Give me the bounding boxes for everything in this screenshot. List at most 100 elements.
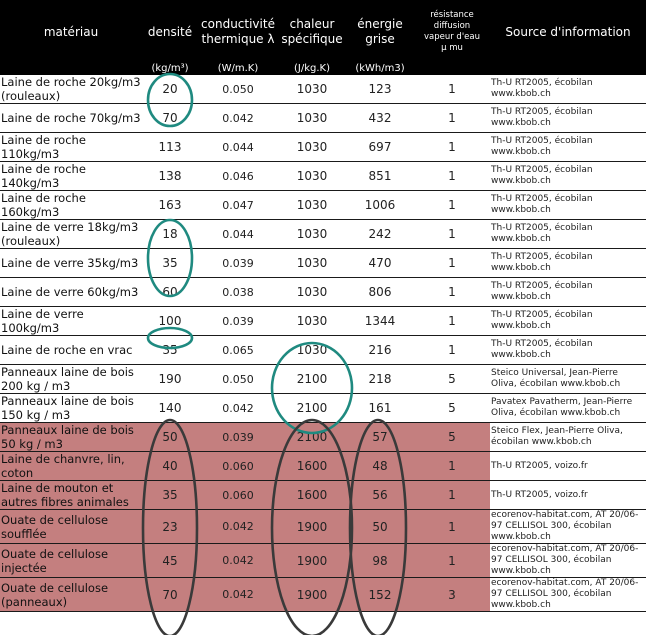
cell-materiau: Ouate de cellulose soufflée	[0, 509, 142, 544]
cell-materiau: Laine de chanvre, lin, coton	[0, 451, 142, 481]
cell-source: Pavatex Pavatherm, Jean-Pierre Oliva, éco…	[490, 393, 646, 423]
cell-conductivite: 0.039	[198, 306, 278, 336]
header-conductivite: conductivité thermique λ	[198, 0, 278, 64]
cell-densite: 50	[142, 422, 198, 452]
cell-densite: 18	[142, 219, 198, 249]
table-row: Laine de roche 110kg/m3 113 0.044 1030 697 1 Th…	[0, 132, 646, 162]
cell-energie: 697	[346, 132, 414, 162]
cell-resistance: 1	[414, 543, 490, 578]
table-row: Ouate de cellulose soufflée 23 0.042 1900 50 1…	[0, 509, 646, 544]
cell-chaleur: 1600	[278, 451, 346, 481]
table-row: Ouate de cellulose injectée 45 0.042 1900 98 1…	[0, 543, 646, 578]
cell-densite: 100	[142, 306, 198, 336]
cell-chaleur: 1030	[278, 103, 346, 133]
cell-chaleur: 1600	[278, 480, 346, 510]
table-row: Panneaux laine de bois 50 kg / m3 50 0.039 2…	[0, 422, 646, 452]
header-source: Source d'information	[490, 0, 646, 64]
table-row: Laine de roche 20kg/m3 (rouleaux) 20 0.050 1…	[0, 75, 646, 104]
cell-chaleur: 1030	[278, 161, 346, 191]
cell-energie: 161	[346, 393, 414, 423]
cell-conductivite: 0.044	[198, 219, 278, 249]
cell-materiau: Ouate de cellulose injectée	[0, 543, 142, 578]
cell-materiau: Laine de verre 18kg/m3 (rouleaux)	[0, 219, 142, 249]
cell-resistance: 1	[414, 75, 490, 104]
cell-chaleur: 1030	[278, 277, 346, 307]
cell-materiau: Laine de mouton et autres fibres animales	[0, 480, 142, 510]
cell-densite: 23	[142, 509, 198, 544]
cell-source: Th-U RT2005, écobilan www.kbob.ch	[490, 219, 646, 249]
table-row: Laine de verre 35kg/m3 35 0.039 1030 470 1 Th-…	[0, 248, 646, 278]
cell-materiau: Laine de roche 140kg/m3	[0, 161, 142, 191]
cell-chaleur: 1900	[278, 509, 346, 544]
cell-densite: 45	[142, 543, 198, 578]
header-row: matériau densité conductivité thermique λ…	[0, 0, 646, 64]
cell-energie: 123	[346, 75, 414, 104]
table-row: Laine de roche 70kg/m3 70 0.042 1030 432 1 Th-…	[0, 103, 646, 133]
header-densite: densité	[142, 0, 198, 64]
cell-conductivite: 0.042	[198, 393, 278, 423]
table-row: Laine de verre 18kg/m3 (rouleaux) 18 0.044 1…	[0, 219, 646, 249]
cell-conductivite: 0.039	[198, 248, 278, 278]
cell-energie: 1344	[346, 306, 414, 336]
cell-materiau: Panneaux laine de bois 150 kg / m3	[0, 393, 142, 423]
cell-densite: 113	[142, 132, 198, 162]
header-resistance: résistance diffusion vapeur d'eau µ mu	[414, 0, 490, 64]
cell-chaleur: 2100	[278, 422, 346, 452]
cell-resistance: 1	[414, 248, 490, 278]
cell-resistance: 1	[414, 132, 490, 162]
cell-densite: 35	[142, 248, 198, 278]
cell-source: ecorenov-habitat.com, AT 20/06- 97 CELLIS…	[490, 543, 646, 578]
cell-conductivite: 0.044	[198, 132, 278, 162]
table-body: Laine de roche 20kg/m3 (rouleaux) 20 0.050 1…	[0, 75, 646, 612]
cell-energie: 48	[346, 451, 414, 481]
cell-conductivite: 0.039	[198, 422, 278, 452]
cell-materiau: Laine de roche 110kg/m3	[0, 132, 142, 162]
header-energie: énergie grise	[346, 0, 414, 64]
insulation-materials-table: matériau densité conductivité thermique λ…	[0, 0, 646, 612]
cell-energie: 56	[346, 480, 414, 510]
table-row: Laine de roche 160kg/m3 163 0.047 1030 1006 1 T…	[0, 190, 646, 220]
unit-energie: (kWh/m3)	[346, 64, 414, 75]
cell-chaleur: 1900	[278, 577, 346, 612]
cell-source: Th-U RT2005, écobilan www.kbob.ch	[490, 190, 646, 220]
cell-conductivite: 0.042	[198, 509, 278, 544]
unit-conductivite: (W/m.K)	[198, 64, 278, 75]
cell-energie: 57	[346, 422, 414, 452]
table-row: Laine de chanvre, lin, coton 40 0.060 1600 48…	[0, 451, 646, 481]
cell-resistance: 1	[414, 103, 490, 133]
unit-chaleur: (J/kg.K)	[278, 64, 346, 75]
cell-materiau: Panneaux laine de bois 200 kg / m3	[0, 364, 142, 394]
cell-energie: 242	[346, 219, 414, 249]
cell-source: Th-U RT2005, écobilan www.kbob.ch	[490, 161, 646, 191]
cell-conductivite: 0.060	[198, 451, 278, 481]
cell-energie: 98	[346, 543, 414, 578]
cell-conductivite: 0.050	[198, 364, 278, 394]
cell-resistance: 1	[414, 219, 490, 249]
cell-materiau: Ouate de cellulose (panneaux)	[0, 577, 142, 612]
cell-densite: 190	[142, 364, 198, 394]
cell-materiau: Laine de verre 60kg/m3	[0, 277, 142, 307]
cell-conductivite: 0.042	[198, 577, 278, 612]
cell-source: Th-U RT2005, écobilan www.kbob.ch	[490, 75, 646, 104]
cell-materiau: Laine de verre 35kg/m3	[0, 248, 142, 278]
cell-densite: 35	[142, 480, 198, 510]
cell-source: ecorenov-habitat.com, AT 20/06- 97 CELLIS…	[490, 509, 646, 544]
cell-energie: 50	[346, 509, 414, 544]
units-row: (kg/m³) (W/m.K) (J/kg.K) (kWh/m3)	[0, 64, 646, 75]
cell-source: Th-U RT2005, voizo.fr	[490, 480, 646, 510]
cell-conductivite: 0.042	[198, 543, 278, 578]
cell-materiau: Laine de roche 20kg/m3 (rouleaux)	[0, 75, 142, 104]
cell-densite: 35	[142, 335, 198, 365]
unit-densite: (kg/m³)	[142, 64, 198, 75]
cell-materiau: Laine de roche 160kg/m3	[0, 190, 142, 220]
cell-resistance: 1	[414, 480, 490, 510]
header-chaleur: chaleur spécifique	[278, 0, 346, 64]
cell-densite: 20	[142, 75, 198, 104]
cell-energie: 218	[346, 364, 414, 394]
cell-resistance: 3	[414, 577, 490, 612]
cell-chaleur: 1030	[278, 75, 346, 104]
cell-resistance: 1	[414, 161, 490, 191]
table-row: Laine de roche 140kg/m3 138 0.046 1030 851 1 Th…	[0, 161, 646, 191]
cell-source: ecorenov-habitat.com, AT 20/06- 97 CELLIS…	[490, 577, 646, 612]
